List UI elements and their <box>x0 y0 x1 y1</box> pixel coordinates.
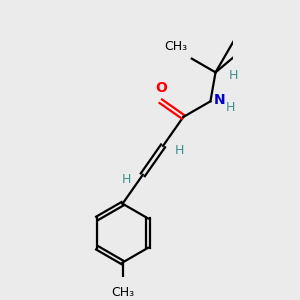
Text: H: H <box>226 101 236 114</box>
Text: O: O <box>155 81 167 95</box>
Text: CH₃: CH₃ <box>165 40 188 53</box>
Text: H: H <box>175 144 184 157</box>
Text: N: N <box>213 93 225 107</box>
Text: CH₃: CH₃ <box>111 286 134 298</box>
Text: H: H <box>228 69 238 82</box>
Text: H: H <box>122 173 131 186</box>
